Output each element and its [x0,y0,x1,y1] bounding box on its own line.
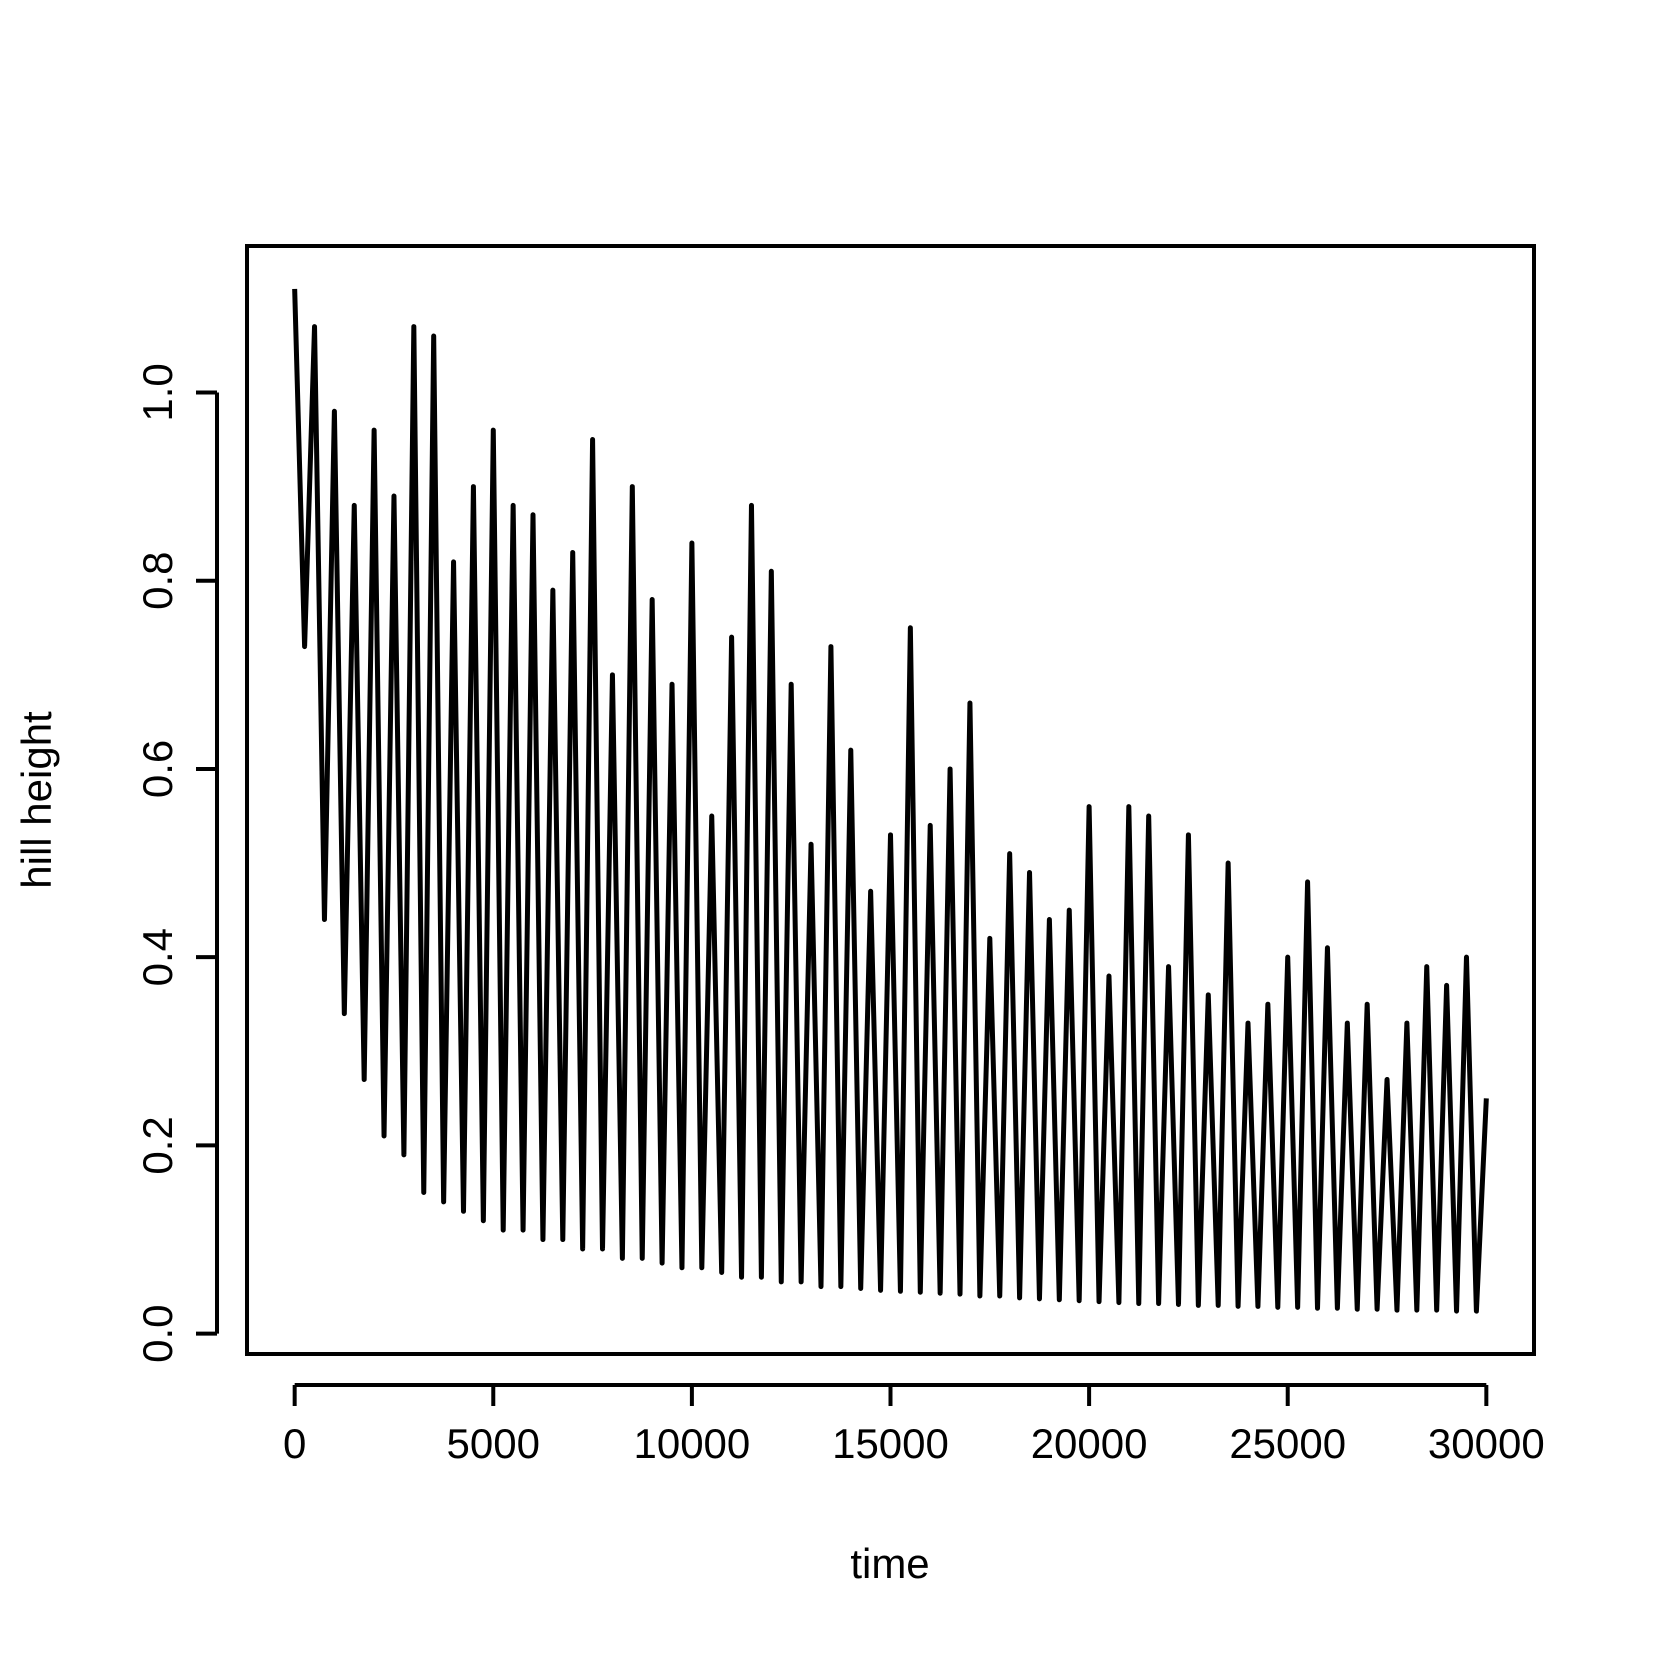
y-tick-label: 0.2 [134,1116,181,1174]
x-tick-label: 5000 [447,1420,540,1467]
x-axis-title: time [850,1540,929,1587]
x-tick-label: 15000 [832,1420,949,1467]
x-tick-label: 20000 [1031,1420,1148,1467]
x-tick-label: 10000 [633,1420,750,1467]
y-tick-label: 0.8 [134,552,181,610]
y-axis-title: hill height [13,711,60,889]
x-tick-label: 30000 [1428,1420,1545,1467]
data-line [292,288,1489,1314]
y-tick-label: 0.4 [134,928,181,986]
x-tick-label: 0 [283,1420,306,1467]
y-tick-label: 0.0 [134,1304,181,1362]
plot-frame [245,244,1536,1356]
y-tick-label: 1.0 [134,363,181,421]
x-tick-label: 25000 [1229,1420,1346,1467]
y-tick-label: 0.6 [134,740,181,798]
